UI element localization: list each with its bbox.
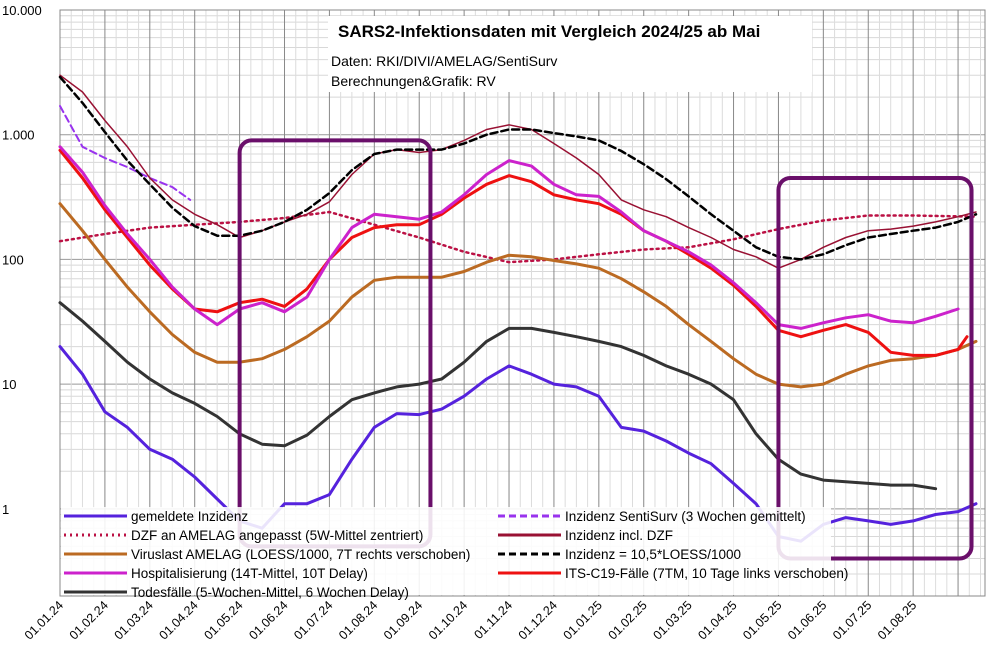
series-line [58, 301, 938, 491]
chart-subtitle-line-1: Daten: RKI/DIVI/AMELAG/SentiSurv [331, 53, 557, 69]
series-line [58, 75, 978, 261]
legend-label: Todesfälle (5-Wochen-Mittel, 6 Wochen De… [131, 585, 409, 600]
series-line [58, 202, 978, 389]
legend-label: Viruslast AMELAG (LOESS/1000, 7T rechts … [131, 547, 470, 562]
legend-label: gemeldete Inzidenz [131, 509, 248, 524]
y-tick-label: 100 [2, 252, 24, 267]
legend: gemeldete Inzidenz Inzidenz SentiSurv (3 … [61, 507, 848, 600]
title-background [328, 16, 812, 92]
legend-label: ITS-C19-Fälle (7TM, 10 Tage links versch… [565, 566, 848, 581]
y-axis-ticks: 1 10 100 1.000 10.000 [2, 3, 42, 517]
series-group [58, 74, 978, 543]
legend-label: Inzidenz = 10,5*LOESS/1000 [565, 547, 741, 562]
y-tick-label: 10 [2, 377, 16, 392]
legend-label: Inzidenz SentiSurv (3 Wochen gemittelt) [565, 509, 806, 524]
series-line [58, 148, 969, 357]
highlight-box [776, 175, 974, 561]
y-tick-label: 10.000 [2, 3, 42, 18]
series-line [58, 145, 960, 330]
y-tick-label: 1 [2, 502, 9, 517]
legend-background [61, 507, 831, 595]
y-tick-label: 1.000 [2, 128, 35, 143]
legend-label: Hospitalisierung (14T-Mittel, 10T Delay) [131, 566, 368, 581]
series-line [58, 210, 978, 264]
chart-subtitle-line-2: Berechnungen&Grafik: RV [331, 73, 496, 89]
legend-label: DZF an AMELAG angepasst (5W-Mittel zentr… [131, 528, 423, 543]
series-line [59, 74, 977, 269]
series-line [59, 105, 192, 201]
chart-title: SARS2-Infektionsdaten mit Vergleich 2024… [338, 22, 760, 41]
legend-label: Inzidenz incl. DZF [565, 528, 673, 543]
